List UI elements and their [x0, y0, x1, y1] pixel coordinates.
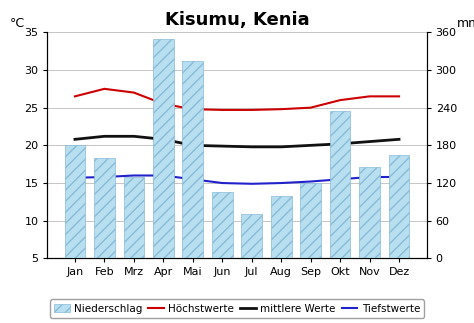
Bar [153, 38, 173, 258]
Title: Kisumu, Kenia: Kisumu, Kenia [164, 11, 310, 29]
Y-axis label: mm: mm [457, 17, 474, 30]
Bar [359, 167, 380, 258]
Bar [94, 158, 115, 258]
Bar [389, 155, 410, 258]
Bar [301, 183, 321, 258]
Bar [241, 214, 262, 258]
Bar [124, 177, 144, 258]
Bar [271, 196, 292, 258]
Bar [64, 145, 85, 258]
Y-axis label: °C: °C [9, 17, 25, 30]
Bar [182, 61, 203, 258]
Bar [330, 111, 350, 258]
Bar [212, 193, 233, 258]
Legend: Niederschlag, Höchstwerte, mittlere Werte, Tiefstwerte: Niederschlag, Höchstwerte, mittlere Wert… [50, 299, 424, 318]
